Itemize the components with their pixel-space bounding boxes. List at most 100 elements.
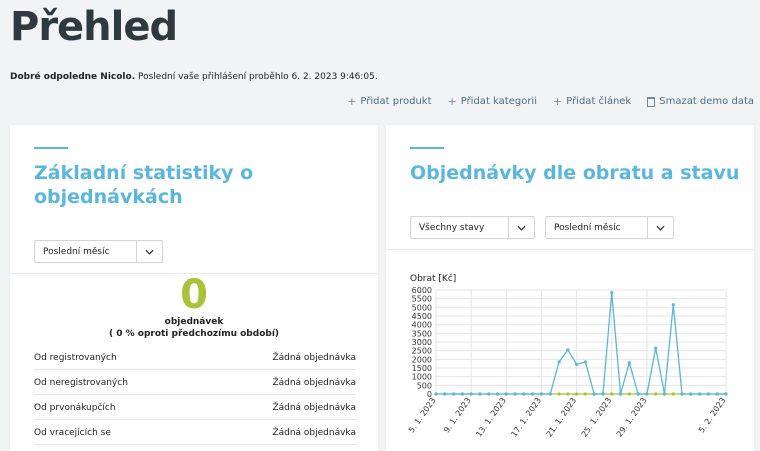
y-tick-label: 0 [427, 390, 432, 399]
plus-icon: + [553, 95, 563, 108]
y-tick-label: 2000 [412, 355, 432, 364]
data-point [495, 392, 500, 396]
add-article-link[interactable]: + Přidat článek [553, 95, 632, 108]
greeting-name: Dobré odpoledne Nicolo. [10, 72, 136, 82]
data-point [575, 362, 579, 367]
y-tick-label: 4500 [412, 312, 432, 321]
y-tick-label: 4000 [412, 321, 432, 330]
last-login-text: Poslední vaše přihlášení proběhlo 6. 2. … [135, 72, 378, 82]
y-tick-label: 500 [417, 381, 432, 390]
data-point [513, 392, 517, 396]
x-tick-label: 29. 1. 2023 [615, 396, 649, 439]
x-tick-label: 25. 1. 2023 [580, 396, 614, 439]
data-point [724, 392, 728, 396]
data-point [671, 392, 675, 396]
data-point [671, 303, 675, 307]
data-point [610, 291, 614, 295]
y-axis-label: Obrat [Kč] [410, 274, 457, 284]
y-tick-label: 3000 [412, 338, 432, 347]
data-point [522, 392, 526, 396]
y-tick-label: 6000 [412, 286, 432, 295]
data-point [434, 392, 438, 396]
data-point [531, 392, 535, 396]
data-point [566, 392, 570, 396]
data-point [706, 392, 711, 396]
page-title: Přehled [10, 4, 178, 50]
data-point [583, 360, 587, 364]
orders-count: 0 [180, 272, 208, 318]
x-tick-label: 5. 1. 2023 [407, 396, 438, 435]
data-point [504, 392, 508, 396]
data-point [618, 392, 623, 396]
data-point [566, 348, 570, 352]
x-tick-label: 21. 1. 2023 [545, 396, 579, 439]
x-tick-label: 5. 2. 2023 [697, 396, 728, 435]
revenue-chart: 0500100015002000250030003500400045005000… [407, 286, 728, 439]
divider [386, 249, 754, 250]
title-accent-line [410, 147, 444, 149]
orders-change: ( 0 % oproti předchozímu období) [108, 329, 280, 339]
x-tick-label: 17. 1. 2023 [509, 396, 543, 439]
plus-icon: + [447, 95, 457, 108]
stat-row: Od prvonákupčích Žádná objednávka [34, 396, 356, 420]
data-point [654, 346, 658, 350]
data-point [557, 360, 561, 364]
data-point [689, 392, 693, 396]
greeting: Dobré odpoledne Nicolo. Poslední vaše př… [10, 72, 378, 82]
data-point [645, 392, 649, 396]
plus-icon: + [347, 95, 357, 108]
data-point [627, 392, 631, 396]
chevron-down-icon [136, 241, 162, 262]
data-point [557, 392, 561, 396]
data-point [680, 392, 684, 396]
data-point [654, 392, 658, 396]
series-line [436, 292, 726, 395]
delete-demo-data-link[interactable]: Smazat demo data [647, 95, 754, 108]
data-point [601, 392, 605, 396]
y-tick-label: 5500 [412, 295, 432, 304]
y-tick-label: 1000 [412, 373, 432, 382]
data-point [548, 392, 552, 396]
data-point [698, 392, 702, 396]
data-point [715, 392, 719, 396]
data-point [610, 392, 614, 396]
data-point [478, 392, 482, 396]
order-stats-card: Základní statistiky o objednávkách Posle… [10, 125, 378, 451]
add-product-link[interactable]: + Přidat produkt [347, 95, 432, 108]
y-tick-label: 3500 [412, 329, 432, 338]
data-point [487, 392, 491, 396]
x-tick-label: 9. 1. 2023 [442, 396, 473, 435]
data-point [575, 392, 579, 396]
title-accent-line [34, 147, 68, 149]
divider [10, 273, 378, 274]
data-point [636, 392, 640, 396]
y-tick-label: 5000 [412, 303, 432, 312]
order-stats-title: Základní statistiky o objednávkách [34, 162, 254, 208]
period-select[interactable]: Poslední měsíc [34, 240, 163, 263]
data-point [451, 392, 456, 396]
status-select[interactable]: Všechny stavy [410, 216, 535, 239]
period-select[interactable]: Poslední měsíc [545, 216, 674, 239]
add-category-link[interactable]: + Přidat kategorii [447, 95, 538, 108]
chevron-down-icon [508, 217, 534, 238]
chevron-down-icon [647, 217, 673, 238]
data-point [469, 392, 473, 396]
data-point [627, 361, 631, 365]
stat-row: Od vracejících se Žádná objednávka [34, 421, 356, 445]
data-point [592, 392, 596, 396]
trash-icon [647, 96, 656, 107]
orders-label: objednávek [164, 317, 224, 327]
x-tick-label: 13. 1. 2023 [474, 396, 508, 439]
stat-row: Od registrovaných Žádná objednávka [34, 346, 356, 370]
data-point [443, 392, 447, 396]
data-point [539, 392, 544, 396]
y-tick-label: 1500 [412, 364, 432, 373]
orders-by-revenue-title: Objednávky dle obratu a stavu [410, 162, 740, 184]
data-point [460, 392, 464, 396]
quick-actions: + Přidat produkt + Přidat kategorii + Přida… [347, 95, 754, 108]
data-point [662, 392, 667, 396]
data-point [583, 392, 587, 396]
orders-by-revenue-card: Objednávky dle obratu a stavu Všechny st… [386, 125, 754, 451]
stat-row: Od neregistrovaných Žádná objednávka [34, 371, 356, 395]
y-tick-label: 2500 [412, 347, 432, 356]
